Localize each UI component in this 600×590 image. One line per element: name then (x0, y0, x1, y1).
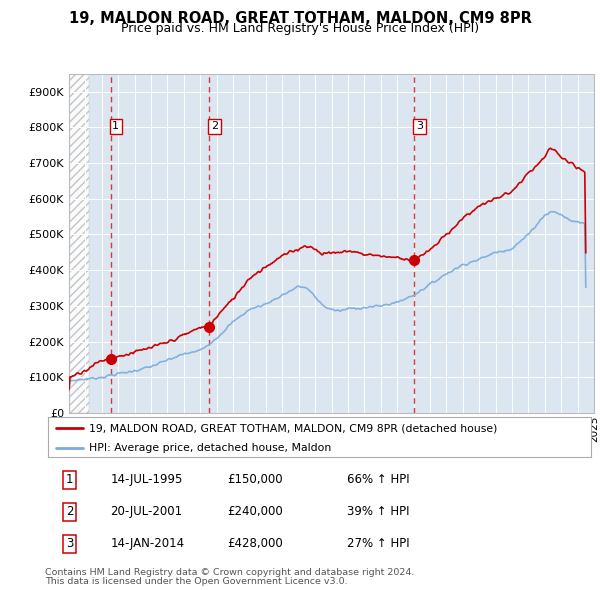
Text: HPI: Average price, detached house, Maldon: HPI: Average price, detached house, Mald… (89, 444, 331, 454)
Text: Contains HM Land Registry data © Crown copyright and database right 2024.: Contains HM Land Registry data © Crown c… (45, 568, 415, 576)
Text: £150,000: £150,000 (227, 473, 283, 486)
Text: 3: 3 (416, 122, 423, 132)
Text: 20-JUL-2001: 20-JUL-2001 (110, 505, 182, 518)
Text: £428,000: £428,000 (227, 537, 283, 550)
Text: Price paid vs. HM Land Registry's House Price Index (HPI): Price paid vs. HM Land Registry's House … (121, 22, 479, 35)
Text: 66% ↑ HPI: 66% ↑ HPI (347, 473, 409, 486)
Text: 27% ↑ HPI: 27% ↑ HPI (347, 537, 409, 550)
Text: £240,000: £240,000 (227, 505, 283, 518)
Text: This data is licensed under the Open Government Licence v3.0.: This data is licensed under the Open Gov… (45, 577, 347, 586)
Text: 2: 2 (211, 122, 218, 132)
Text: 1: 1 (66, 473, 73, 486)
Text: 39% ↑ HPI: 39% ↑ HPI (347, 505, 409, 518)
Text: 2: 2 (66, 505, 73, 518)
Text: 3: 3 (66, 537, 73, 550)
Text: 19, MALDON ROAD, GREAT TOTHAM, MALDON, CM9 8PR (detached house): 19, MALDON ROAD, GREAT TOTHAM, MALDON, C… (89, 424, 497, 434)
Text: 19, MALDON ROAD, GREAT TOTHAM, MALDON, CM9 8PR: 19, MALDON ROAD, GREAT TOTHAM, MALDON, C… (68, 11, 532, 25)
Text: 14-JAN-2014: 14-JAN-2014 (110, 537, 185, 550)
Text: 14-JUL-1995: 14-JUL-1995 (110, 473, 183, 486)
Text: 1: 1 (112, 122, 119, 132)
